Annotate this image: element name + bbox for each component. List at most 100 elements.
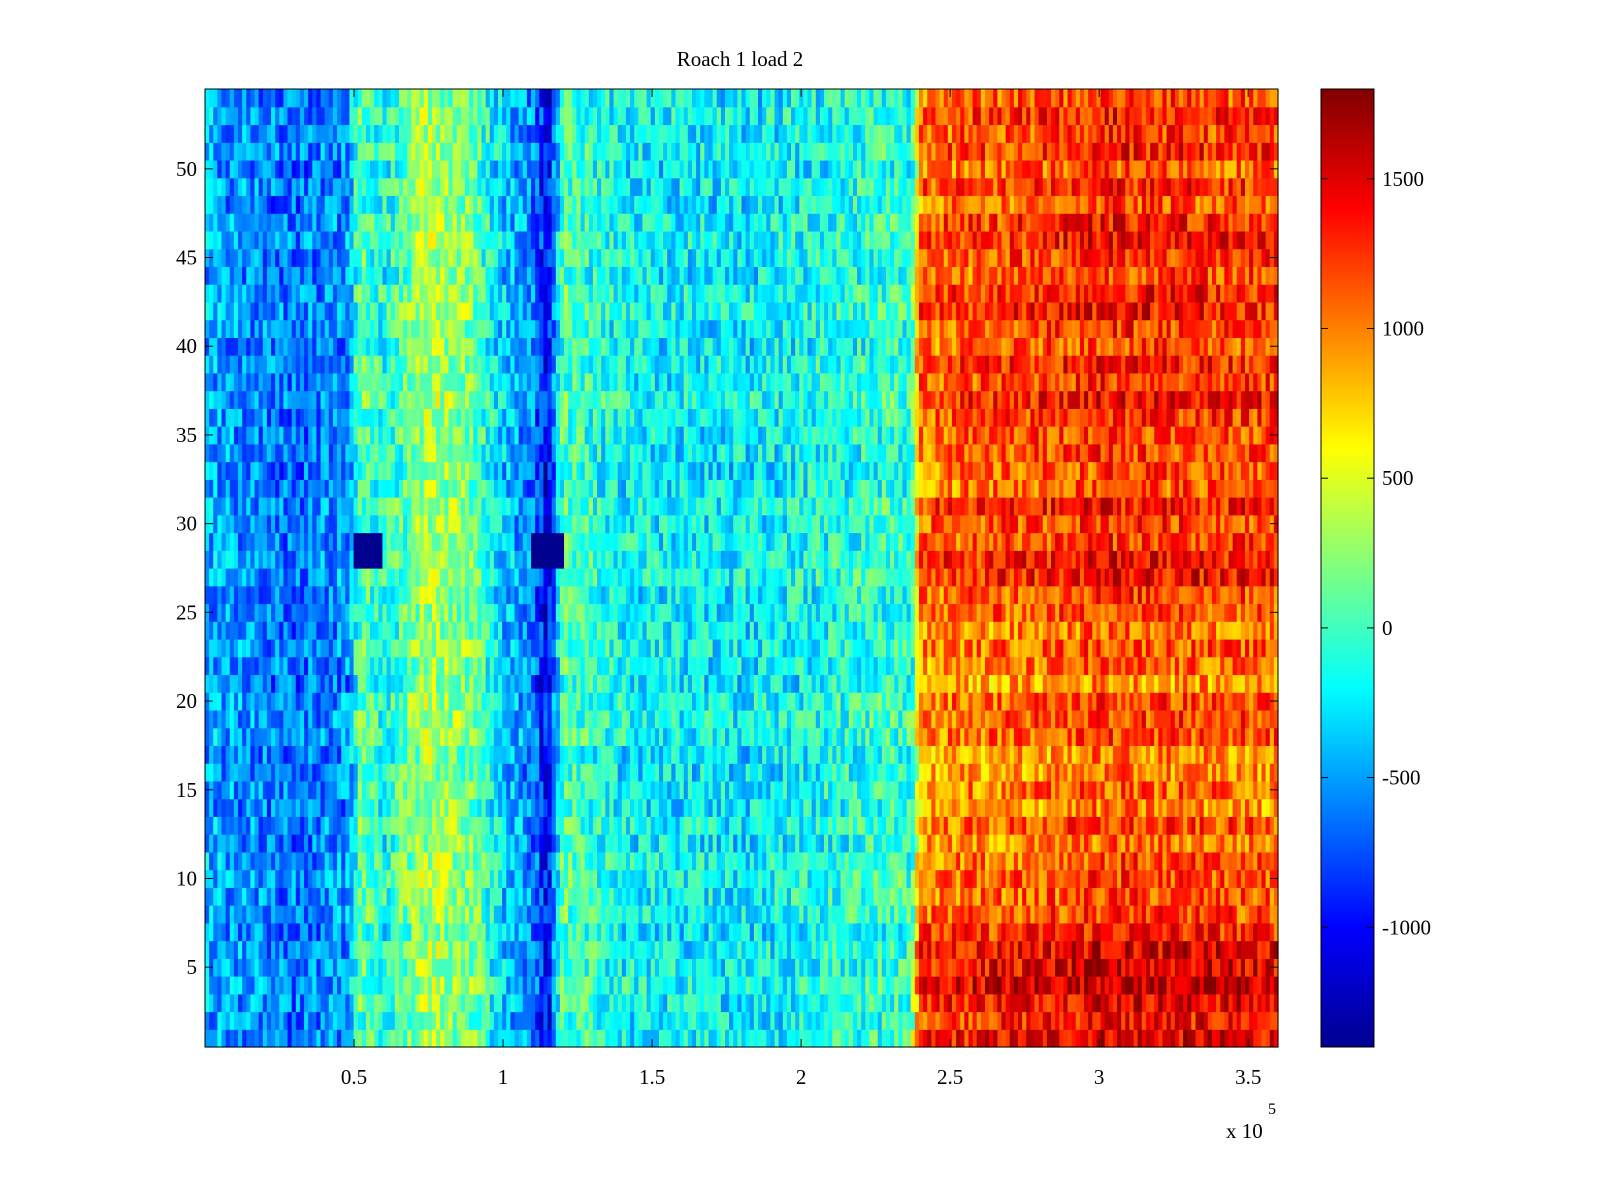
heatmap-cell xyxy=(576,922,582,942)
heatmap-cell xyxy=(597,869,602,888)
heatmap-cell xyxy=(308,940,313,959)
heatmap-cell xyxy=(1261,851,1267,871)
heatmap-cell xyxy=(1195,993,1201,1013)
heatmap-cell xyxy=(844,763,850,782)
heatmap-cell xyxy=(724,780,730,800)
heatmap-cell xyxy=(332,940,338,959)
heatmap-cell xyxy=(1137,709,1143,729)
heatmap-cell xyxy=(609,834,615,853)
heatmap-cell xyxy=(452,922,458,942)
heatmap-cell xyxy=(221,940,227,959)
heatmap-cell xyxy=(444,780,450,800)
heatmap-cell xyxy=(939,940,945,959)
heatmap-cell xyxy=(522,834,528,853)
heatmap-cell xyxy=(365,1011,371,1030)
heatmap-cell xyxy=(1240,993,1246,1013)
heatmap-cell xyxy=(819,816,825,835)
heatmap-cell xyxy=(832,958,838,977)
heatmap-cell xyxy=(671,976,677,995)
heatmap-cell xyxy=(592,869,598,888)
heatmap-cell xyxy=(452,1011,458,1030)
heatmap-cell xyxy=(1240,834,1246,853)
heatmap-cell xyxy=(918,763,924,782)
heatmap-cell xyxy=(1178,1029,1184,1048)
heatmap-cell xyxy=(1042,958,1048,977)
heatmap-cell xyxy=(968,727,974,747)
heatmap-cell xyxy=(679,887,685,906)
heatmap-cell xyxy=(312,887,318,906)
heatmap-cell xyxy=(786,834,792,853)
heatmap-cell xyxy=(262,922,268,942)
heatmap-cell xyxy=(597,763,602,782)
heatmap-cell xyxy=(572,709,578,729)
heatmap-cell xyxy=(423,798,429,817)
heatmap-cell xyxy=(956,816,961,835)
heatmap-cell xyxy=(1079,816,1085,835)
heatmap-cell xyxy=(1174,780,1180,800)
heatmap-cell xyxy=(1121,905,1126,924)
heatmap-cell xyxy=(1232,976,1238,995)
heatmap-cell xyxy=(535,922,540,942)
heatmap-cell xyxy=(485,851,491,871)
heatmap-cell xyxy=(799,993,805,1013)
heatmap-cell xyxy=(799,976,805,995)
heatmap-cell xyxy=(225,1029,231,1048)
heatmap-cell xyxy=(1096,851,1102,871)
heatmap-cell xyxy=(691,709,697,729)
heatmap-cell xyxy=(1117,816,1122,835)
heatmap-cell xyxy=(543,993,549,1013)
heatmap-cell xyxy=(1051,958,1056,977)
heatmap-cell xyxy=(828,1029,833,1048)
heatmap-cell xyxy=(386,763,392,782)
heatmap-cell xyxy=(337,958,342,977)
heatmap-cell xyxy=(1038,763,1044,782)
heatmap-cell xyxy=(423,958,429,977)
heatmap-cell xyxy=(345,940,351,959)
heatmap-cell xyxy=(1046,834,1052,853)
heatmap-cell xyxy=(960,993,965,1013)
heatmap-cell xyxy=(638,940,644,959)
heatmap-cell xyxy=(1158,763,1164,782)
heatmap-cell xyxy=(584,993,590,1013)
heatmap-cell xyxy=(700,869,705,888)
heatmap-cell xyxy=(1244,780,1250,800)
heatmap-cell xyxy=(824,727,829,747)
heatmap-cell xyxy=(522,851,528,871)
heatmap-cell xyxy=(824,798,829,817)
heatmap-cell xyxy=(456,1029,462,1048)
heatmap-cell xyxy=(238,834,243,853)
heatmap-cell xyxy=(1261,1029,1267,1048)
heatmap-cell xyxy=(1009,1029,1015,1048)
heatmap-cell xyxy=(531,993,536,1013)
heatmap-cell xyxy=(1096,869,1102,888)
heatmap-cell xyxy=(877,851,883,871)
heatmap-cell xyxy=(498,745,503,764)
heatmap-cell xyxy=(452,798,458,817)
heatmap-cell xyxy=(205,887,210,906)
heatmap-cell xyxy=(778,834,784,853)
heatmap-cell xyxy=(1034,922,1040,942)
heatmap-cell xyxy=(1257,763,1263,782)
heatmap-cell xyxy=(605,922,611,942)
heatmap-cell xyxy=(1195,709,1201,729)
heatmap-cell xyxy=(832,780,838,800)
heatmap-cell xyxy=(745,976,751,995)
heatmap-cell xyxy=(671,958,677,977)
heatmap-cell xyxy=(613,709,619,729)
heatmap-cell xyxy=(320,1011,326,1030)
heatmap-cell xyxy=(745,816,751,835)
heatmap-cell xyxy=(229,869,235,888)
heatmap-cell xyxy=(1150,798,1155,817)
heatmap-cell xyxy=(770,887,776,906)
heatmap-cell xyxy=(233,976,239,995)
heatmap-cell xyxy=(555,727,561,747)
heatmap-cell xyxy=(365,869,371,888)
heatmap-cell xyxy=(287,851,293,871)
heatmap-cell xyxy=(332,780,338,800)
heatmap-cell xyxy=(1092,1029,1098,1048)
heatmap-cell xyxy=(1051,780,1056,800)
heatmap-cell xyxy=(1220,727,1225,747)
heatmap-cell xyxy=(213,780,218,800)
heatmap-cell xyxy=(1100,763,1106,782)
heatmap-cell xyxy=(1129,763,1135,782)
